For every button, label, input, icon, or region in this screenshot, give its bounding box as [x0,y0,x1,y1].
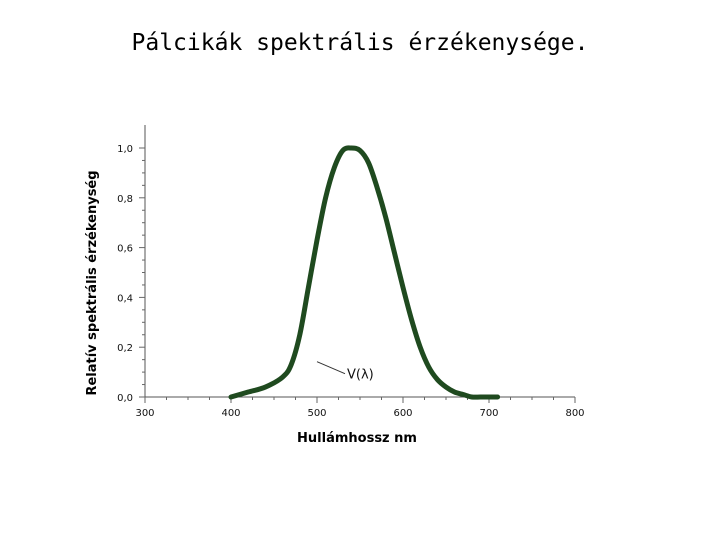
x-tick-label: 300 [135,408,154,419]
x-tick-label: 500 [307,408,326,419]
y-axis: 0,0 0,2 0,4 0,6 0,8 1,0 [117,125,146,404]
x-tick-label: 700 [479,408,498,419]
y-tick-label: 0,2 [117,343,133,354]
x-axis: 300 400 500 600 700 800 [135,396,585,419]
x-tick-label: 600 [393,408,412,419]
chart-title: Pálcikák spektrális érzékenysége. [131,30,589,56]
y-axis-title: Relatív spektrális érzékenység [85,170,100,395]
y-tick-label: 0,6 [117,244,133,255]
series-layer [228,145,501,400]
x-tick-label: 800 [565,408,584,419]
y-tick-label: 1,0 [117,144,133,155]
annotation-leader [316,361,346,375]
y-tick-label: 0,4 [117,293,133,304]
y-tick-label: 0,8 [117,194,133,205]
annotation-label: V(λ) [347,368,374,383]
x-tick-label: 400 [221,408,240,419]
series-line [228,145,501,400]
y-tick-label: 0,0 [117,393,133,404]
annotation-layer: V(λ) [316,361,374,383]
x-axis-title: Hullámhossz nm [297,431,417,446]
